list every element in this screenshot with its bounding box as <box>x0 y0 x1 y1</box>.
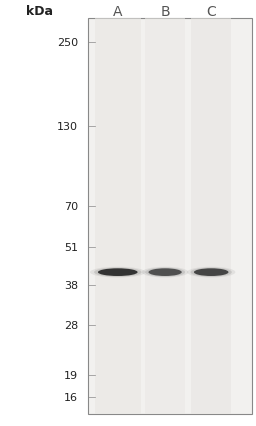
Ellipse shape <box>145 268 185 277</box>
Ellipse shape <box>148 269 182 276</box>
Text: 51: 51 <box>64 242 78 253</box>
Bar <box>145 19 185 414</box>
Text: 19: 19 <box>64 370 78 380</box>
Ellipse shape <box>94 268 142 277</box>
Text: 16: 16 <box>64 392 78 402</box>
Bar <box>191 19 231 414</box>
Text: A: A <box>113 5 123 19</box>
Text: 130: 130 <box>57 122 78 132</box>
Ellipse shape <box>194 269 229 276</box>
Bar <box>88 19 252 414</box>
Text: 38: 38 <box>64 280 78 291</box>
Ellipse shape <box>190 268 232 277</box>
Text: B: B <box>160 5 170 19</box>
Text: 28: 28 <box>64 320 78 330</box>
Ellipse shape <box>98 269 138 276</box>
Ellipse shape <box>90 267 145 278</box>
Ellipse shape <box>142 267 188 278</box>
Bar <box>95 19 141 414</box>
Text: kDa: kDa <box>26 6 53 18</box>
Text: C: C <box>206 5 216 19</box>
Text: 70: 70 <box>64 201 78 212</box>
Ellipse shape <box>187 267 236 278</box>
Text: 250: 250 <box>57 37 78 48</box>
